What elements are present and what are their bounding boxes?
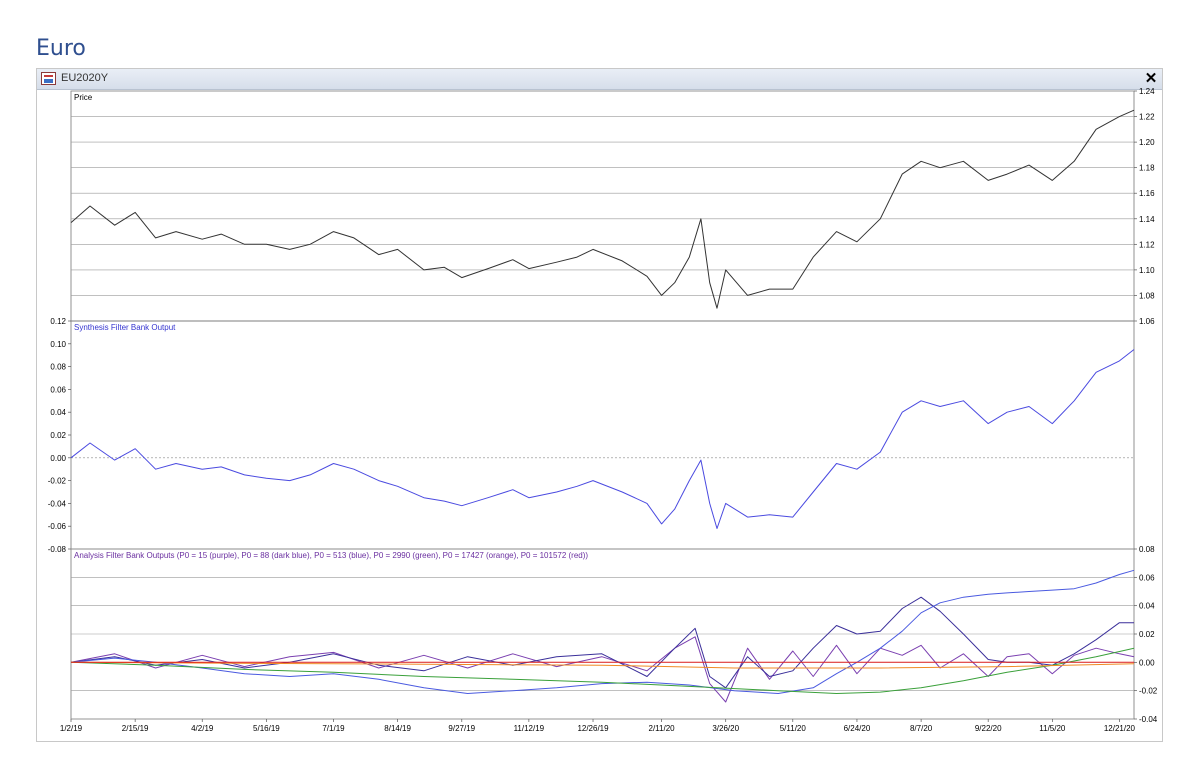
page-heading: Euro (36, 36, 86, 61)
ytick-label-2-0: -0.04 (1139, 715, 1158, 724)
window-title: EU2020Y (61, 72, 109, 84)
xtick-label-11: 5/11/20 (780, 724, 807, 733)
xtick-label-15: 11/5/20 (1039, 724, 1066, 733)
ytick-label-1-10: 0.12 (50, 317, 66, 326)
xtick-label-8: 12/26/19 (577, 724, 609, 733)
ytick-label-0-0: 1.06 (1139, 317, 1155, 326)
ytick-label-0-9: 1.24 (1139, 87, 1155, 96)
chart-window: EU2020Y ✕ 1.06 1.08 1.10 1.12 1.14 1.16 1.18 1.… (36, 68, 1163, 742)
panel-frame-1 (70, 320, 1135, 550)
ytick-label-2-3: 0.02 (1139, 630, 1155, 639)
ytick-label-1-7: 0.06 (50, 385, 66, 394)
xtick-label-2: 4/2/19 (191, 724, 214, 733)
chart-app-icon (41, 72, 56, 85)
ytick-label-1-0: -0.08 (48, 545, 67, 554)
ytick-label-1-5: 0.02 (50, 431, 66, 440)
ytick-label-0-6: 1.18 (1139, 164, 1155, 173)
panel-title-2: Analysis Filter Bank Outputs (P0 = 15 (p… (74, 551, 588, 560)
panel-frame-0 (70, 90, 1135, 322)
ytick-label-2-2: 0.00 (1139, 658, 1155, 667)
series-line-2-1 (70, 596, 1134, 689)
close-button[interactable]: ✕ (1144, 70, 1158, 87)
ytick-label-0-7: 1.20 (1139, 138, 1155, 147)
panel-title-0: Price (74, 93, 93, 102)
ytick-label-1-6: 0.04 (50, 408, 66, 417)
ytick-label-1-8: 0.08 (50, 363, 66, 372)
series-line-2-0 (70, 636, 1135, 703)
ytick-label-1-1: -0.06 (48, 522, 67, 531)
xtick-label-10: 3/26/20 (712, 724, 739, 733)
ytick-label-1-3: -0.02 (48, 477, 67, 486)
series-line-1-0 (70, 349, 1135, 529)
ytick-label-0-5: 1.16 (1139, 189, 1155, 198)
ytick-label-1-2: -0.04 (48, 499, 67, 508)
ytick-label-0-1: 1.08 (1139, 291, 1155, 300)
chart-area: 1.06 1.08 1.10 1.12 1.14 1.16 1.18 1.20 1.22 1.24… (48, 87, 1158, 733)
xtick-label-9: 2/11/20 (649, 724, 676, 733)
ytick-label-0-2: 1.10 (1139, 266, 1155, 275)
xtick-label-13: 8/7/20 (910, 724, 933, 733)
xtick-label-14: 9/22/20 (975, 724, 1002, 733)
xtick-label-6: 9/27/19 (448, 724, 475, 733)
xtick-label-1: 2/15/19 (122, 724, 149, 733)
ytick-label-1-9: 0.10 (50, 340, 66, 349)
ytick-label-0-8: 1.22 (1139, 113, 1155, 122)
xtick-label-16: 12/21/20 (1104, 724, 1136, 733)
ytick-label-0-4: 1.14 (1139, 215, 1155, 224)
series-line-2-3 (70, 647, 1135, 694)
xtick-label-3: 5/16/19 (253, 724, 280, 733)
xtick-label-7: 11/12/19 (514, 724, 545, 733)
ytick-label-2-5: 0.06 (1139, 573, 1155, 582)
xtick-label-4: 7/1/19 (322, 724, 345, 733)
xtick-label-12: 6/24/20 (844, 724, 871, 733)
ytick-label-2-4: 0.04 (1139, 602, 1155, 611)
window-titlebar[interactable]: EU2020Y ✕ (37, 69, 1162, 90)
series-line-2-2 (70, 569, 1135, 694)
ytick-label-1-4: 0.00 (50, 454, 66, 463)
series-line-2-4 (70, 661, 1135, 669)
ytick-label-2-6: 0.08 (1139, 545, 1155, 554)
xtick-label-0: 1/2/19 (60, 724, 83, 733)
panel-title-1: Synthesis Filter Bank Output (74, 323, 176, 332)
series-line-0-0 (70, 109, 1135, 309)
ytick-label-0-3: 1.12 (1139, 240, 1155, 249)
ytick-label-2-1: -0.02 (1139, 687, 1158, 696)
xtick-label-5: 8/14/19 (384, 724, 411, 733)
